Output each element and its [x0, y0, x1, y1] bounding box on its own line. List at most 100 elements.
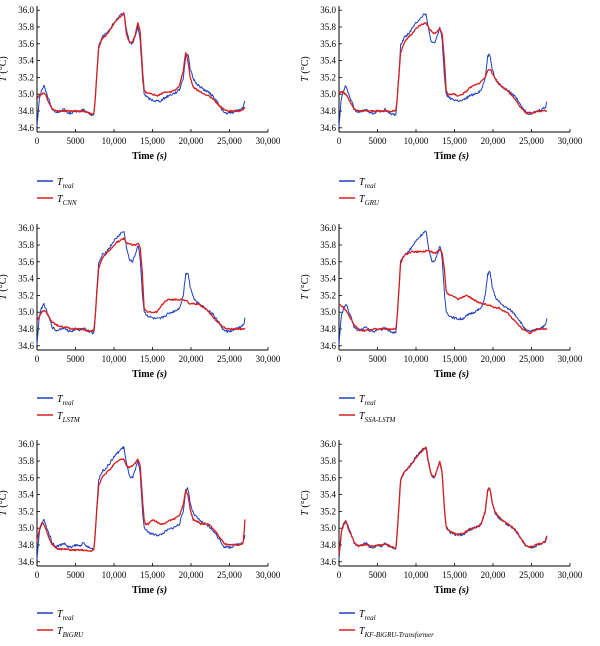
legend: Treal TLSTM	[37, 394, 81, 424]
y-tick-label: 34.8	[18, 540, 34, 550]
x-tick-label: 30,000	[558, 570, 583, 580]
y-tick-label: 36.0	[18, 5, 34, 15]
x-axis-title: Time (s)	[434, 369, 469, 380]
y-tick-label: 34.6	[320, 123, 336, 133]
x-tick-label: 15,000	[140, 136, 165, 146]
legend: Treal TKF-BiGRU-Transformer	[339, 609, 434, 639]
y-tick-label: 35.4	[320, 56, 336, 66]
y-tick-label: 35.0	[320, 89, 336, 99]
legend-label: Treal	[57, 177, 74, 190]
y-tick-label: 35.0	[18, 89, 34, 99]
x-tick-label: 0	[35, 136, 40, 146]
series-line-real	[36, 231, 246, 346]
x-tick-label: 30,000	[256, 354, 281, 364]
x-tick-label: 5000	[67, 136, 86, 146]
x-tick-label: 30,000	[256, 136, 281, 146]
x-tick-label: 15,000	[140, 354, 165, 364]
y-tick-label: 35.2	[320, 290, 336, 300]
x-tick-label: 0	[337, 136, 342, 146]
series-line-model	[338, 21, 548, 115]
y-tick-label: 35.6	[18, 473, 34, 483]
y-tick-label: 35.4	[18, 56, 34, 66]
y-tick-label: 36.0	[320, 439, 336, 449]
y-tick-label: 35.2	[320, 72, 336, 82]
x-axis-title: Time (s)	[132, 585, 167, 596]
y-tick-label: 34.8	[320, 106, 336, 116]
x-tick-label: 10,000	[404, 136, 429, 146]
x-tick-label: 25,000	[217, 354, 242, 364]
x-tick-label: 30,000	[558, 136, 583, 146]
y-tick-label: 35.6	[320, 257, 336, 267]
series-line-model	[338, 248, 548, 335]
y-tick-label: 35.2	[18, 72, 34, 82]
x-tick-label: 15,000	[442, 570, 467, 580]
y-tick-label: 36.0	[18, 223, 34, 233]
y-tick-label: 34.8	[18, 106, 34, 116]
x-tick-label: 20,000	[481, 136, 506, 146]
y-tick-label: 35.4	[320, 490, 336, 500]
y-tick-label: 34.6	[320, 341, 336, 351]
y-axis-title: T (°C)	[0, 490, 9, 515]
series-line-real	[338, 13, 548, 127]
x-tick-label: 15,000	[140, 570, 165, 580]
y-tick-label: 35.8	[18, 456, 34, 466]
y-axis-title: T (°C)	[300, 56, 311, 81]
y-tick-label: 35.4	[320, 274, 336, 284]
legend: Treal TGRU	[339, 177, 380, 207]
x-tick-label: 15,000	[442, 136, 467, 146]
x-tick-label: 5000	[67, 570, 86, 580]
y-tick-label: 35.6	[320, 39, 336, 49]
y-tick-label: 35.6	[18, 39, 34, 49]
y-tick-label: 35.2	[18, 290, 34, 300]
y-tick-label: 36.0	[18, 439, 34, 449]
series-line-real	[338, 230, 548, 346]
legend-label: TLSTM	[57, 411, 81, 424]
chart-panel-d: 34.6 34.8 35.0 35.2 35.4 35.6 35.8 36.0 0 5000 10,…	[300, 223, 583, 424]
chart-panel-a: 34.6 34.8 35.0 35.2 35.4 35.6 35.8 36.0 0 5000 10,…	[0, 5, 281, 207]
y-tick-label: 35.0	[320, 523, 336, 533]
x-tick-label: 25,000	[519, 570, 544, 580]
chart-panel-b: 34.6 34.8 35.0 35.2 35.4 35.6 35.8 36.0 0 5000 10,…	[300, 5, 583, 207]
y-tick-label: 35.8	[18, 22, 34, 32]
x-tick-label: 25,000	[519, 354, 544, 364]
x-tick-label: 20,000	[481, 354, 506, 364]
x-tick-label: 10,000	[102, 354, 127, 364]
chart-panel-e: 34.6 34.8 35.0 35.2 35.4 35.6 35.8 36.0 0 5000 10,…	[0, 439, 281, 639]
y-tick-label: 35.8	[320, 22, 336, 32]
x-tick-label: 5000	[369, 136, 388, 146]
y-axis-title: T (°C)	[0, 274, 9, 299]
y-axis-title: T (°C)	[300, 490, 311, 515]
legend-label: TGRU	[359, 194, 380, 207]
x-axis-title: Time (s)	[132, 369, 167, 380]
legend: Treal TSSA-LSTM	[339, 394, 396, 424]
y-tick-label: 35.8	[18, 240, 34, 250]
legend-label: Treal	[359, 177, 376, 190]
y-tick-label: 34.8	[320, 324, 336, 334]
y-tick-label: 35.8	[320, 456, 336, 466]
legend-label: Treal	[359, 609, 376, 622]
y-axis-title: T (°C)	[0, 56, 9, 81]
legend-label: TCNN	[57, 194, 77, 207]
y-tick-label: 34.6	[18, 123, 34, 133]
x-tick-label: 5000	[67, 354, 86, 364]
y-tick-label: 36.0	[320, 223, 336, 233]
y-tick-label: 34.6	[18, 341, 34, 351]
legend-label: TSSA-LSTM	[359, 411, 396, 424]
x-tick-label: 10,000	[102, 570, 127, 580]
y-tick-label: 36.0	[320, 5, 336, 15]
series-line-real	[338, 447, 548, 560]
legend-label: TBiGRU	[57, 626, 84, 639]
y-tick-label: 35.4	[18, 490, 34, 500]
x-tick-label: 20,000	[179, 354, 204, 364]
y-tick-label: 34.6	[320, 557, 336, 567]
legend-label: Treal	[359, 394, 376, 407]
x-axis-title: Time (s)	[434, 585, 469, 596]
chart-panel-c: 34.6 34.8 35.0 35.2 35.4 35.6 35.8 36.0 0 5000 10,…	[0, 223, 281, 424]
x-tick-label: 25,000	[217, 570, 242, 580]
x-tick-label: 0	[35, 354, 40, 364]
series-line-model	[36, 237, 246, 333]
legend: Treal TCNN	[37, 177, 77, 207]
y-tick-label: 35.2	[320, 506, 336, 516]
